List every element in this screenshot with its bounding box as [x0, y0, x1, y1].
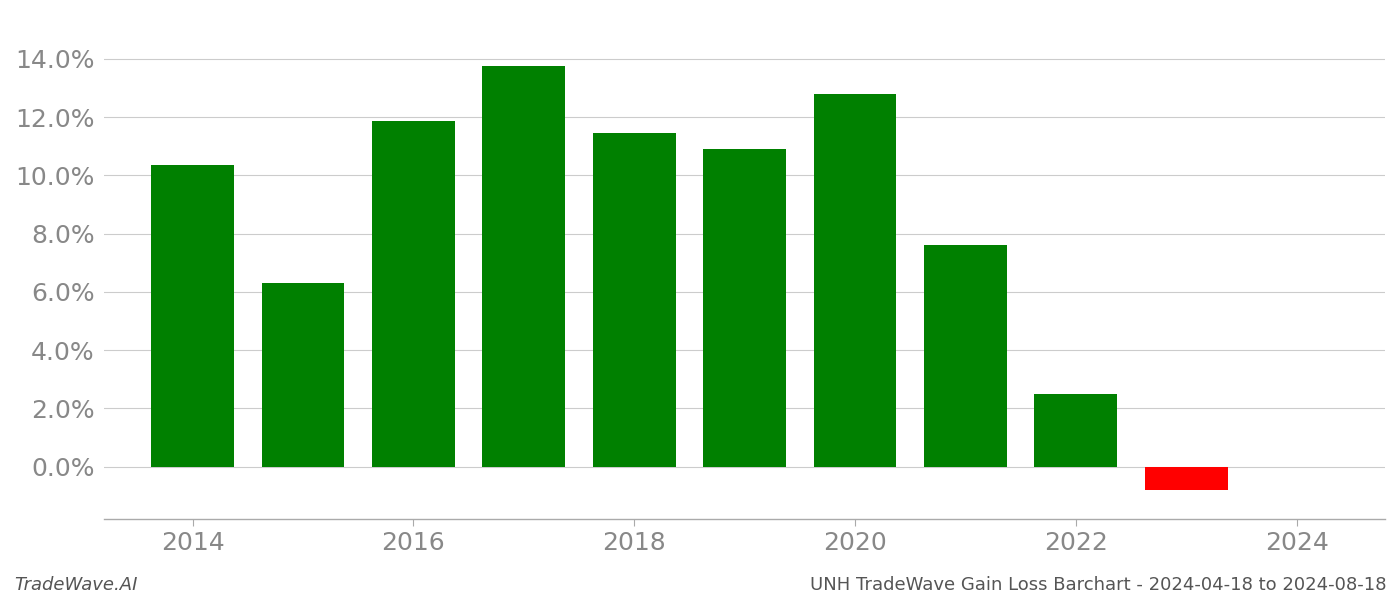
Bar [262, 283, 344, 467]
Bar [703, 149, 785, 467]
Bar [483, 66, 566, 467]
Bar [372, 121, 455, 467]
Bar [924, 245, 1007, 467]
Text: UNH TradeWave Gain Loss Barchart - 2024-04-18 to 2024-08-18: UNH TradeWave Gain Loss Barchart - 2024-… [809, 576, 1386, 594]
Text: TradeWave.AI: TradeWave.AI [14, 576, 137, 594]
Bar [592, 133, 676, 467]
Bar [1145, 467, 1228, 490]
Bar [1035, 394, 1117, 467]
Bar [813, 94, 896, 467]
Bar [151, 165, 234, 467]
